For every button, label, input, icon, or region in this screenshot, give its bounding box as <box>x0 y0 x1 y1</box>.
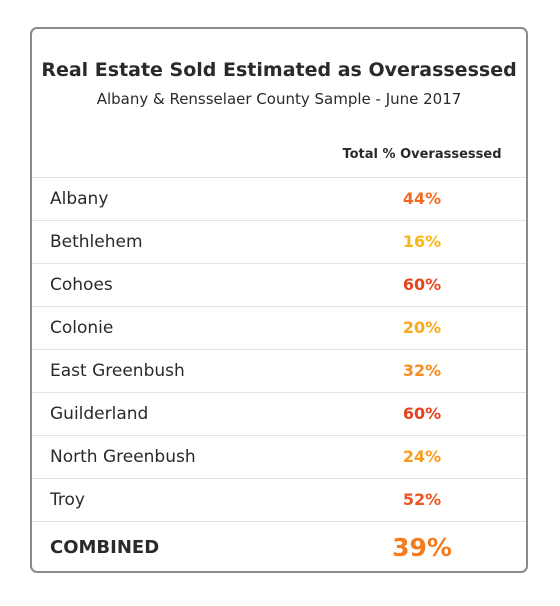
row-value: 52% <box>402 490 442 509</box>
row-value: 20% <box>402 318 442 337</box>
table-row: North Greenbush 24% <box>32 435 526 478</box>
table-body: Albany 44% Bethlehem 16% Cohoes 60% Colo… <box>32 177 526 571</box>
row-value: 60% <box>402 404 442 423</box>
row-name: Colonie <box>50 318 114 338</box>
row-name: Bethlehem <box>50 232 143 252</box>
row-name: North Greenbush <box>50 447 196 467</box>
row-name: East Greenbush <box>50 361 185 381</box>
table-card: Real Estate Sold Estimated as Overassess… <box>30 27 528 573</box>
row-name: Guilderland <box>50 404 149 424</box>
row-name: Troy <box>50 490 85 510</box>
column-header: Total % Overassessed <box>342 147 502 162</box>
table-row: East Greenbush 32% <box>32 349 526 392</box>
chart-title: Real Estate Sold Estimated as Overassess… <box>41 59 517 81</box>
row-value: 32% <box>402 361 442 380</box>
row-value: 16% <box>402 232 442 251</box>
table-row: Bethlehem 16% <box>32 220 526 263</box>
combined-row: COMBINED 39% <box>32 521 526 571</box>
row-name: Albany <box>50 189 109 209</box>
combined-name: COMBINED <box>50 537 160 558</box>
row-name: Cohoes <box>50 275 113 295</box>
table-row: Colonie 20% <box>32 306 526 349</box>
row-value: 60% <box>402 275 442 294</box>
table-row: Albany 44% <box>32 177 526 220</box>
table-row: Cohoes 60% <box>32 263 526 306</box>
chart-subtitle: Albany & Rensselaer County Sample - June… <box>96 90 462 108</box>
row-value: 44% <box>402 189 442 208</box>
table-row: Guilderland 60% <box>32 392 526 435</box>
combined-value: 39% <box>392 533 452 562</box>
table-row: Troy 52% <box>32 478 526 521</box>
row-value: 24% <box>402 447 442 466</box>
